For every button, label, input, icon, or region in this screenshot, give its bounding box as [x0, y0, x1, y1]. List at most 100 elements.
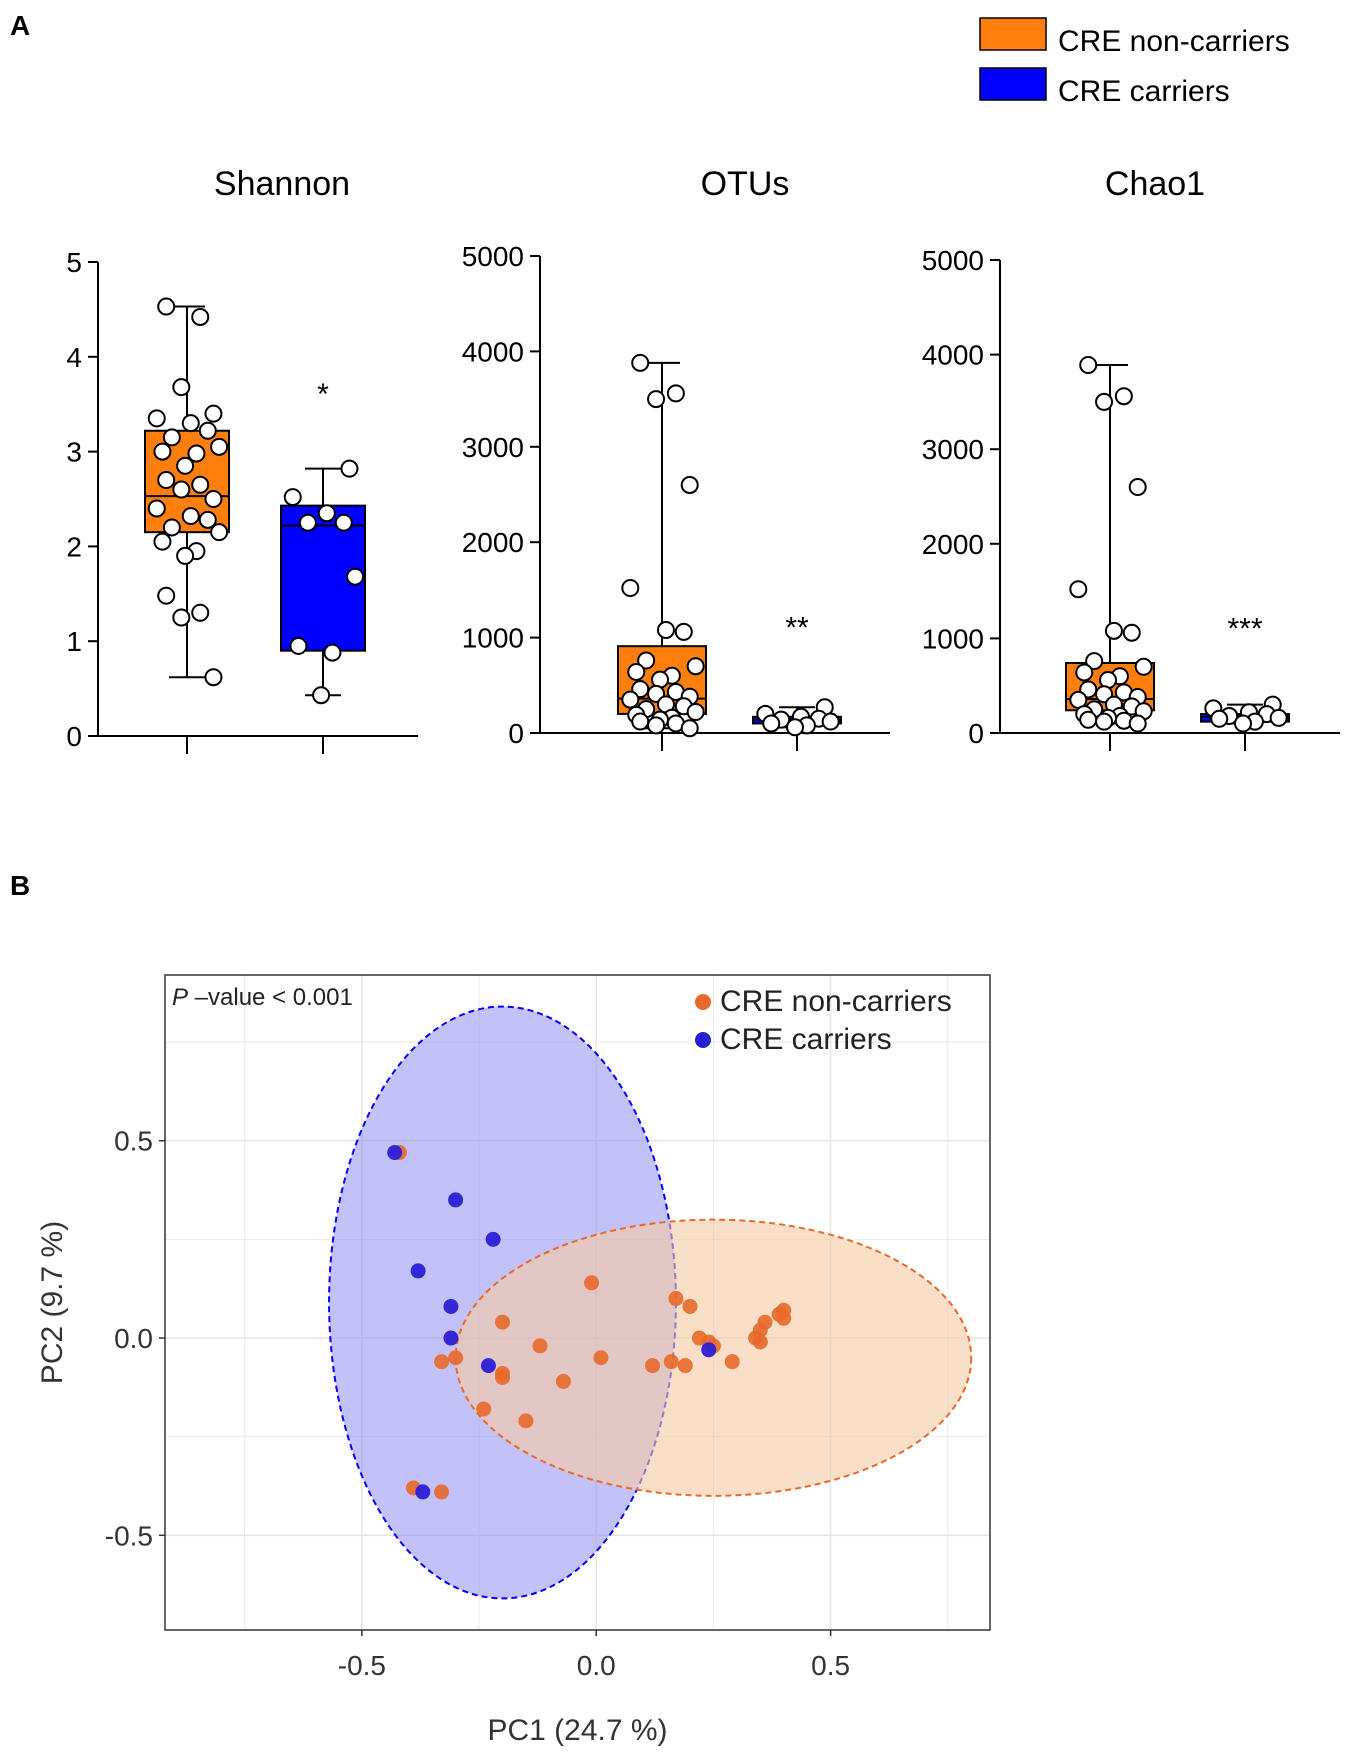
point-noncarrier [682, 1298, 698, 1314]
p-value-italic: P [172, 984, 188, 1011]
data-point [1269, 708, 1288, 727]
point-carrier [410, 1263, 426, 1279]
point-carrier [701, 1342, 717, 1358]
p-value-text: –value < 0.001 [188, 984, 353, 1011]
chao1-boxplot: Chao1 0 1000 2000 3000 4000 5000 *** [922, 165, 1340, 751]
point-noncarrier [476, 1401, 492, 1417]
point-noncarrier [645, 1358, 660, 1374]
data-point [680, 475, 699, 494]
point-carrier [415, 1484, 431, 1500]
point-noncarrier [776, 1310, 792, 1326]
panel-a-label: A [10, 10, 30, 41]
point-noncarrier [434, 1484, 450, 1500]
data-point [1122, 623, 1141, 642]
point-noncarrier [724, 1354, 740, 1370]
data-point [631, 353, 650, 372]
data-point [176, 456, 195, 475]
data-point [621, 578, 640, 597]
data-point [1079, 710, 1098, 729]
y-tick-label: 0 [508, 718, 524, 749]
y-tick-label: 3 [66, 437, 82, 468]
y-tick-label: 2000 [462, 527, 524, 558]
data-point [162, 428, 181, 447]
y-tick-label: -0.5 [105, 1520, 153, 1551]
point-carrier [485, 1231, 501, 1247]
data-point [1234, 714, 1253, 733]
data-point [686, 703, 705, 722]
y-tick-label: 4 [66, 342, 82, 373]
point-carrier [443, 1298, 459, 1314]
y-tick-label: 2000 [922, 529, 984, 560]
shannon-boxplot: Shannon 0 1 2 3 4 5 * [66, 165, 418, 754]
data-point [210, 437, 229, 456]
y-tick-label: 3000 [462, 432, 524, 463]
point-noncarrier [532, 1338, 548, 1354]
data-point [204, 668, 223, 687]
data-point [210, 523, 229, 542]
legend-label-carrier: CRE carriers [1058, 75, 1230, 108]
significance-marker: *** [1227, 612, 1262, 645]
data-point [686, 657, 705, 676]
point-noncarrier [593, 1350, 609, 1366]
data-point [821, 712, 840, 731]
legend-label-carrier: CRE carriers [720, 1023, 892, 1056]
y-tick-label: 5000 [922, 245, 984, 276]
significance-marker: ** [785, 612, 809, 645]
data-point [631, 712, 650, 731]
data-point [647, 390, 666, 409]
data-point [1075, 663, 1094, 682]
point-noncarrier [518, 1413, 534, 1429]
data-point [176, 546, 195, 565]
data-point [323, 643, 342, 662]
y-tick-label: 0 [968, 718, 984, 749]
data-point [312, 686, 331, 705]
data-point [786, 718, 805, 737]
data-point [656, 620, 675, 639]
point-noncarrier [584, 1275, 600, 1291]
legend-dot-noncarrier [695, 994, 711, 1010]
data-point [157, 297, 176, 316]
data-point [666, 384, 685, 403]
point-noncarrier [663, 1354, 679, 1370]
data-point [1069, 580, 1088, 599]
data-point [172, 480, 191, 499]
x-tick-label: -0.5 [338, 1650, 386, 1681]
data-point [204, 490, 223, 508]
data-point [157, 471, 176, 490]
data-point [153, 442, 172, 461]
data-point [191, 475, 210, 494]
point-carrier [443, 1330, 459, 1346]
y-tick-label: 1000 [922, 623, 984, 654]
chart-title: Shannon [214, 165, 350, 203]
data-point [181, 507, 200, 526]
x-tick-label: 0.0 [577, 1650, 616, 1681]
panel-a-legend: CRE non-carriers CRE carriers [979, 17, 1290, 108]
data-point [187, 444, 206, 463]
y-tick-label: 0 [66, 721, 82, 752]
point-noncarrier [434, 1354, 450, 1370]
y-tick-label: 2 [66, 531, 82, 562]
data-point [1085, 652, 1104, 671]
data-point [647, 716, 666, 735]
point-noncarrier [752, 1334, 768, 1350]
data-point [621, 690, 640, 709]
data-point [1210, 709, 1229, 728]
point-carrier [480, 1358, 496, 1374]
data-point [147, 499, 166, 518]
legend-swatch-noncarrier [979, 17, 1047, 51]
data-point [674, 622, 693, 641]
y-tick-label: 5 [66, 247, 82, 278]
point-noncarrier [448, 1350, 464, 1366]
data-point [198, 421, 217, 440]
legend-label-noncarrier: CRE non-carriers [1058, 25, 1290, 58]
chart-title: OTUs [701, 165, 790, 203]
y-tick-label: 0.0 [114, 1323, 153, 1354]
data-point [1079, 356, 1098, 375]
data-point [317, 504, 336, 523]
significance-marker: * [317, 378, 329, 411]
panel-b-label: B [10, 870, 30, 901]
data-point [191, 603, 210, 622]
data-point [1128, 478, 1147, 497]
data-point [153, 532, 172, 551]
